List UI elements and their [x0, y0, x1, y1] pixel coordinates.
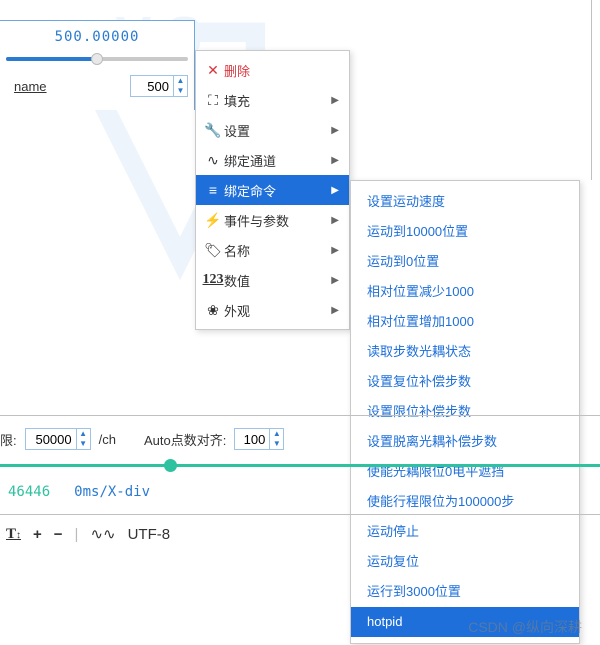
limit-unit: /ch	[99, 432, 116, 447]
submenu-arrow-icon: ▶	[331, 215, 339, 226]
submenu-arrow-icon: ▶	[331, 95, 339, 106]
context-menu-item[interactable]: ✕删除	[196, 55, 349, 85]
zoom-out-button[interactable]: −	[54, 526, 63, 543]
submenu-arrow-icon: ▶	[331, 185, 339, 196]
submenu-arrow-icon: ▶	[331, 245, 339, 256]
menu-item-label: 绑定命令	[224, 181, 331, 200]
menu-item-icon: 123	[202, 272, 224, 288]
context-menu-item[interactable]: 🏷名称▶	[196, 235, 349, 265]
submenu-arrow-icon: ▶	[331, 275, 339, 286]
submenu-arrow-icon: ▶	[331, 305, 339, 316]
submenu-arrow-icon: ▶	[331, 125, 339, 136]
zoom-in-button[interactable]: +	[33, 526, 42, 543]
limit-input[interactable]	[26, 432, 76, 447]
menu-item-icon: ❀	[202, 302, 224, 319]
context-menu-item[interactable]: ⛶填充▶	[196, 85, 349, 115]
submenu-arrow-icon: ▶	[331, 155, 339, 166]
menu-item-label: 删除	[224, 61, 339, 80]
submenu-item[interactable]: 读取步数光耦状态	[351, 337, 579, 367]
spin-down-icon[interactable]: ▼	[174, 86, 187, 96]
spin-input[interactable]: ▲ ▼	[130, 75, 188, 97]
spin-up-icon[interactable]: ▲	[270, 429, 283, 439]
submenu-item[interactable]: 设置复位补偿步数	[351, 367, 579, 397]
spin-value-input[interactable]	[131, 79, 173, 94]
auto-align-label: Auto点数对齐:	[144, 430, 226, 449]
value-display: 500.00000	[6, 29, 188, 45]
menu-item-icon: 🏷	[202, 242, 224, 259]
right-panel-border	[591, 0, 592, 180]
context-menu-item[interactable]: 🔧设置▶	[196, 115, 349, 145]
name-label[interactable]: name	[6, 79, 124, 94]
submenu-item[interactable]: 运动到0位置	[351, 247, 579, 277]
auto-align-input[interactable]	[235, 432, 269, 447]
menu-item-label: 外观	[224, 301, 331, 320]
teal-divider[interactable]	[0, 464, 600, 474]
toolbar-separator: |	[75, 526, 79, 543]
context-submenu-bind-command: 设置运动速度运动到10000位置运动到0位置相对位置减少1000相对位置增加10…	[350, 180, 580, 644]
bottom-status-panel: 限: ▲ ▼ /ch Auto点数对齐: ▲ ▼ 46446 0ms/X-div…	[0, 415, 600, 543]
context-menu-item[interactable]: ≡绑定命令▶	[196, 175, 349, 205]
submenu-item[interactable]: 运动复位	[351, 547, 579, 577]
menu-item-icon: ∿	[202, 152, 224, 169]
menu-item-icon: ≡	[202, 182, 224, 198]
auto-align-spin[interactable]: ▲ ▼	[234, 428, 284, 450]
menu-item-icon: ✕	[202, 62, 224, 79]
value-slider[interactable]	[6, 53, 188, 65]
submenu-item[interactable]: 运动到10000位置	[351, 217, 579, 247]
context-menu-item[interactable]: ⚡事件与参数▶	[196, 205, 349, 235]
spin-up-icon[interactable]: ▲	[77, 429, 90, 439]
encoding-label[interactable]: UTF-8	[128, 526, 171, 543]
menu-item-label: 事件与参数	[224, 211, 331, 230]
menu-item-label: 填充	[224, 91, 331, 110]
submenu-item[interactable]: 相对位置增加1000	[351, 307, 579, 337]
csdn-watermark: CSDN @纵向深耕	[468, 617, 582, 637]
limit-spin[interactable]: ▲ ▼	[25, 428, 91, 450]
spin-down-icon[interactable]: ▼	[270, 439, 283, 449]
menu-item-label: 名称	[224, 241, 331, 260]
spin-up-icon[interactable]: ▲	[174, 76, 187, 86]
divider-handle-icon[interactable]	[164, 459, 177, 472]
menu-item-label: 绑定通道	[224, 151, 331, 170]
context-menu-item[interactable]: 123数值▶	[196, 265, 349, 295]
submenu-item[interactable]: 相对位置减少1000	[351, 277, 579, 307]
menu-item-icon: 🔧	[202, 122, 224, 139]
context-menu: ✕删除⛶填充▶🔧设置▶∿绑定通道▶≡绑定命令▶⚡事件与参数▶🏷名称▶123数值▶…	[195, 50, 350, 330]
toolbar: T↕ + − | ∿∿ UTF-8	[0, 514, 600, 543]
menu-item-label: 数值	[224, 271, 331, 290]
parameter-panel: 500.00000 name ▲ ▼	[0, 20, 195, 110]
menu-item-label: 设置	[224, 121, 331, 140]
menu-item-icon: ⚡	[202, 212, 224, 229]
menu-item-icon: ⛶	[202, 92, 224, 109]
limit-label: 限:	[0, 430, 17, 449]
context-menu-item[interactable]: ❀外观▶	[196, 295, 349, 325]
wave-icon[interactable]: ∿∿	[90, 525, 115, 543]
status-timebase: 0ms/X-div	[74, 484, 150, 500]
text-height-icon[interactable]: T↕	[6, 526, 21, 543]
submenu-item[interactable]: 运行到3000位置	[351, 577, 579, 607]
context-menu-item[interactable]: ∿绑定通道▶	[196, 145, 349, 175]
spin-down-icon[interactable]: ▼	[77, 439, 90, 449]
submenu-item[interactable]: 设置运动速度	[351, 187, 579, 217]
status-count: 46446	[0, 484, 50, 500]
